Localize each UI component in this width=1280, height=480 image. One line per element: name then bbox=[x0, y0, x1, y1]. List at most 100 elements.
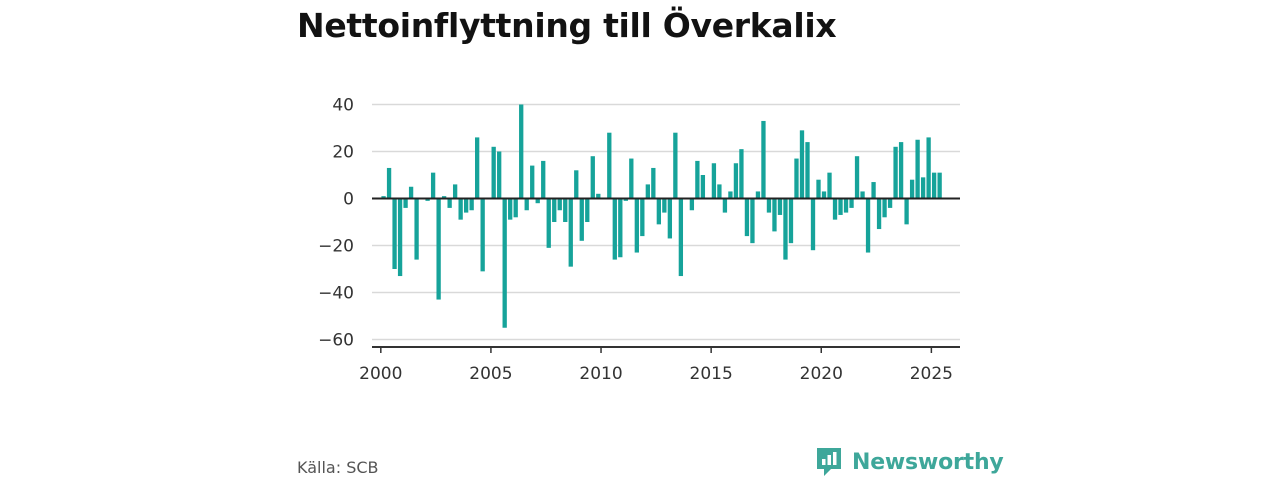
bar bbox=[794, 158, 799, 199]
bar bbox=[849, 198, 854, 208]
bar bbox=[882, 198, 887, 218]
bar bbox=[805, 142, 810, 199]
bar bbox=[832, 198, 838, 220]
axes bbox=[372, 197, 960, 353]
bar bbox=[430, 172, 436, 199]
bar bbox=[739, 149, 744, 199]
bar bbox=[766, 198, 772, 213]
y-tick-label: −20 bbox=[318, 237, 354, 257]
bar bbox=[519, 104, 524, 199]
brand-logo: Newsworthy bbox=[815, 447, 1004, 477]
bar bbox=[931, 172, 937, 199]
bar bbox=[717, 184, 722, 199]
bar bbox=[777, 198, 783, 215]
bar bbox=[414, 198, 419, 260]
bar bbox=[728, 191, 733, 199]
grid-lines bbox=[372, 103, 960, 341]
bar bbox=[447, 198, 452, 208]
bar bbox=[392, 198, 397, 269]
chart-title: Nettoinflyttning till Överkalix bbox=[297, 6, 837, 45]
bar bbox=[827, 172, 832, 199]
bar bbox=[750, 198, 755, 244]
bar bbox=[904, 198, 909, 225]
bar bbox=[909, 179, 915, 199]
bar bbox=[821, 191, 827, 199]
bar bbox=[607, 132, 612, 199]
bar bbox=[816, 179, 821, 199]
bar bbox=[491, 146, 496, 199]
bar bbox=[623, 198, 628, 201]
bar bbox=[568, 198, 573, 267]
bar bbox=[667, 198, 673, 239]
bar bbox=[397, 198, 403, 277]
x-tick-label: 2020 bbox=[800, 364, 843, 384]
bar bbox=[865, 198, 871, 253]
source-note: Källa: SCB bbox=[297, 458, 379, 477]
y-tick-label: 20 bbox=[332, 143, 354, 163]
bar bbox=[546, 198, 551, 248]
brand-name: Newsworthy bbox=[852, 449, 1004, 475]
bar bbox=[463, 198, 469, 213]
bar bbox=[722, 198, 728, 213]
bar bbox=[673, 132, 678, 199]
bar bbox=[733, 163, 739, 199]
bar bbox=[799, 130, 805, 199]
bar bbox=[579, 198, 584, 241]
bar bbox=[497, 151, 502, 199]
bar bbox=[689, 198, 695, 211]
bar bbox=[458, 198, 463, 220]
bar bbox=[937, 172, 942, 199]
bar bbox=[640, 198, 645, 237]
bar bbox=[425, 198, 430, 201]
bar bbox=[926, 137, 931, 199]
bar bbox=[535, 198, 540, 204]
bar bbox=[854, 156, 860, 199]
bar bbox=[612, 198, 617, 260]
x-tick-label: 2025 bbox=[910, 364, 953, 384]
bar bbox=[876, 198, 882, 230]
y-tick-label: −60 bbox=[318, 331, 354, 351]
bar bbox=[524, 198, 529, 211]
bar bbox=[590, 156, 595, 199]
bar bbox=[920, 177, 926, 199]
bar bbox=[755, 191, 761, 199]
bar bbox=[381, 196, 386, 199]
bar bbox=[843, 198, 849, 213]
bar bbox=[783, 198, 788, 260]
bar bbox=[475, 137, 480, 199]
bar bbox=[898, 142, 904, 199]
y-tick-label: −40 bbox=[318, 284, 354, 304]
bar bbox=[662, 198, 667, 213]
bar bbox=[403, 198, 408, 208]
bar bbox=[408, 186, 414, 199]
bar bbox=[887, 198, 893, 208]
bar bbox=[860, 191, 865, 199]
bar bbox=[441, 196, 447, 199]
bar bbox=[893, 146, 898, 199]
y-tick-label: 40 bbox=[332, 96, 354, 116]
bar bbox=[871, 182, 876, 199]
bar bbox=[700, 175, 706, 199]
bar bbox=[838, 198, 843, 215]
newsworthy-logo-icon bbox=[817, 448, 841, 476]
bar bbox=[508, 198, 513, 220]
bar bbox=[557, 198, 562, 211]
bar bbox=[585, 198, 590, 222]
bar bbox=[574, 170, 579, 199]
bar bbox=[530, 165, 535, 199]
bar bbox=[788, 198, 794, 244]
bar bbox=[695, 160, 700, 199]
bar bbox=[386, 167, 392, 199]
bar bbox=[651, 167, 656, 199]
y-tick-label: 0 bbox=[343, 190, 354, 210]
bar bbox=[634, 198, 639, 253]
bar bbox=[513, 198, 518, 218]
bar bbox=[678, 198, 684, 277]
bar bbox=[656, 198, 661, 225]
bar bbox=[629, 158, 634, 199]
bar bbox=[596, 193, 601, 199]
bar bbox=[711, 163, 717, 199]
bar bbox=[563, 198, 568, 222]
